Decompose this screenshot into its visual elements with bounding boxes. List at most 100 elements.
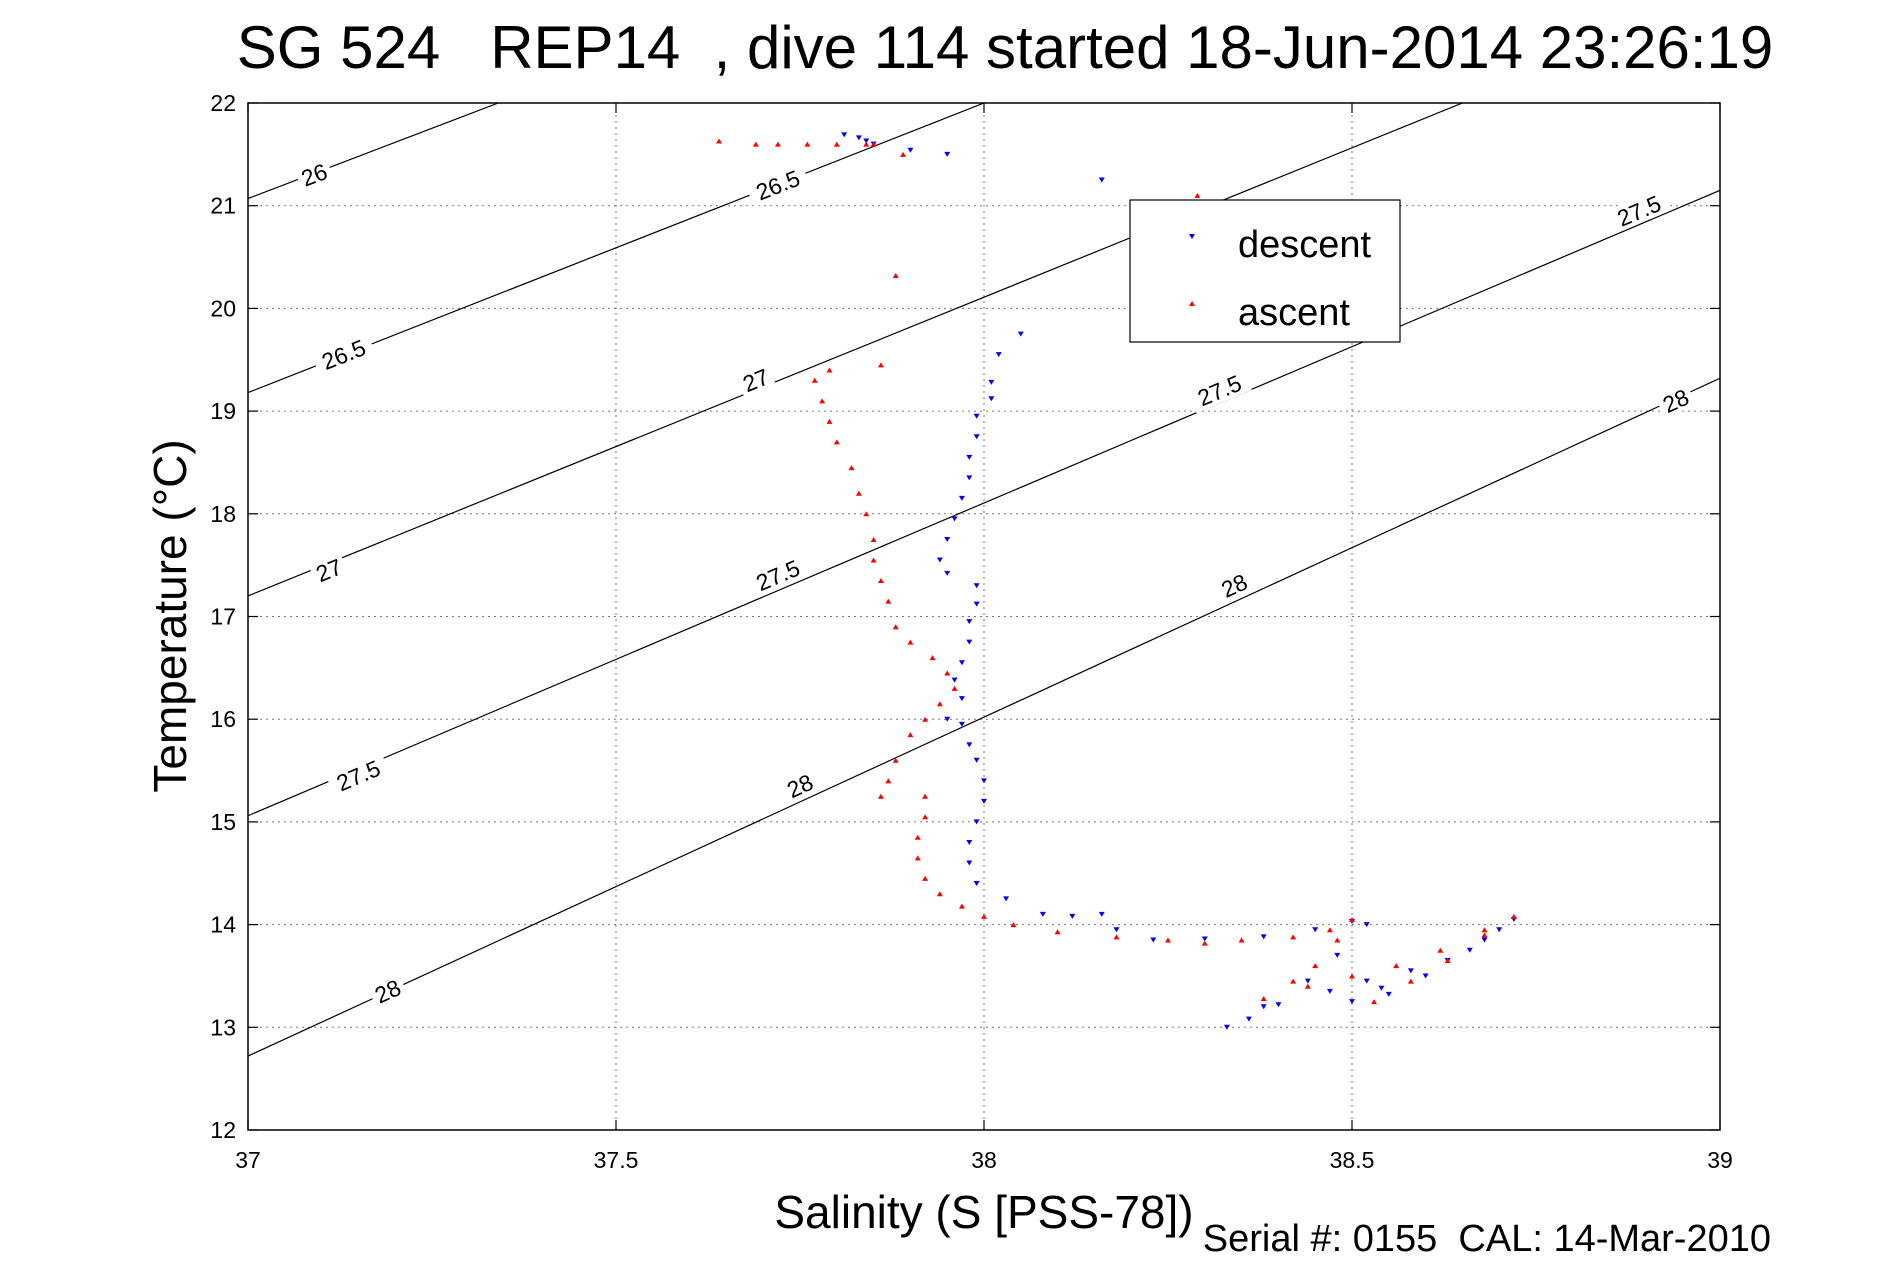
ascent-point [907, 732, 914, 738]
ascent-point [1113, 934, 1120, 940]
contour-label-group: 26 [294, 157, 335, 193]
descent-point [973, 819, 980, 825]
y-tick-label: 12 [210, 1117, 236, 1143]
ascent-point [1437, 947, 1444, 953]
ascent-point [1201, 940, 1208, 946]
descent-point [863, 138, 870, 144]
ascent-point [914, 855, 921, 861]
x-tick-label: 37.5 [594, 1147, 639, 1173]
ascent-point [1290, 978, 1297, 984]
contour-label-background [745, 552, 811, 599]
descent-point [958, 696, 965, 702]
x-axis-label: Salinity (S [PSS-78]) [774, 1186, 1193, 1238]
descent-point [841, 132, 848, 138]
ascent-point [870, 141, 877, 147]
ascent-point [1510, 913, 1517, 919]
ascent-point [885, 778, 892, 784]
y-tick-label: 17 [210, 604, 236, 630]
descent-point [855, 135, 862, 141]
x-tick-label: 38.5 [1330, 1147, 1375, 1173]
descent-point [1003, 896, 1010, 902]
x-tick-label: 37 [235, 1147, 261, 1173]
y-tick-labels: 12 13 14 15 16 17 18 19 20 21 22 [210, 90, 236, 1143]
ascent-point [1194, 192, 1201, 198]
descent-point [966, 475, 973, 481]
ascent-point [922, 793, 929, 799]
descent-point [1039, 911, 1046, 917]
ascent-point [1334, 937, 1341, 943]
contour-line-28 [248, 377, 1720, 1057]
descent-point [973, 601, 980, 607]
contour-label-background [735, 362, 777, 398]
descent-point [936, 557, 943, 563]
ascent-point [929, 655, 936, 661]
y-axis-label: Temperature (°C) [144, 439, 196, 792]
descent-point [1260, 1004, 1267, 1010]
descent-point [1223, 1024, 1230, 1030]
descent-point [1481, 937, 1488, 943]
contour-line-26 [248, 103, 499, 200]
contour-label-background [326, 752, 391, 799]
descent-point [966, 839, 973, 845]
descent-point [1069, 913, 1076, 919]
descent-point [973, 413, 980, 419]
ascent-point [1290, 934, 1297, 940]
ascent-point [870, 557, 877, 563]
contour-line-27 [248, 103, 1463, 597]
descent-point [1378, 985, 1385, 991]
y-tick-label: 18 [210, 501, 236, 527]
ascent-point [1349, 973, 1355, 979]
descent-point [1098, 177, 1105, 183]
ascent-point [848, 465, 855, 471]
descent-point [973, 757, 980, 763]
contour-label-background [294, 157, 335, 193]
y-tick-label: 13 [210, 1014, 236, 1040]
contour-label-background [367, 973, 409, 1010]
descent-point [1363, 922, 1370, 928]
descent-point [951, 516, 958, 522]
descent-point [1466, 947, 1473, 953]
ascent-point [1054, 929, 1061, 935]
descent-point [944, 716, 951, 722]
legend-ascent-label: ascent [1238, 292, 1350, 334]
y-tick-label: 22 [210, 90, 236, 116]
descent-point [1113, 927, 1120, 933]
y-tick-label: 16 [210, 706, 236, 732]
descent-point [1098, 911, 1105, 917]
descent-point [951, 677, 958, 683]
descent-point [973, 583, 980, 589]
contour-label-background [308, 552, 350, 588]
ascent-point [914, 834, 921, 840]
contour-label-background [745, 163, 811, 208]
descent-point [1407, 968, 1414, 974]
contour-label-background [1187, 367, 1252, 414]
descent-point [966, 619, 973, 625]
descent-point [1385, 991, 1392, 997]
y-tick-label: 19 [210, 398, 236, 424]
x-tick-label: 39 [1707, 1147, 1733, 1173]
descent-point [966, 454, 973, 460]
descent-point [988, 396, 995, 402]
ascent-point [716, 138, 723, 144]
ascent-point [922, 716, 929, 722]
y-tick-label: 15 [210, 809, 236, 835]
ascent-point [944, 670, 951, 676]
descent-point [1334, 952, 1341, 958]
ascent-point [1010, 922, 1017, 928]
descent-point [958, 721, 965, 727]
descent-point [944, 536, 951, 542]
ascent-point [877, 578, 884, 584]
ascent-point [752, 141, 759, 147]
descent-point [1363, 978, 1370, 984]
ascent-point [885, 598, 892, 604]
ascent-point [1165, 937, 1171, 943]
ascent-point [877, 362, 884, 368]
ascent-point [1371, 999, 1378, 1005]
plot-background [248, 103, 1720, 1130]
y-tick-label: 21 [210, 193, 236, 219]
ascent-point [958, 903, 965, 909]
legend: descent ascent [1129, 199, 1401, 343]
ascent-point [833, 439, 840, 445]
contour-line-27-5 [248, 189, 1720, 817]
